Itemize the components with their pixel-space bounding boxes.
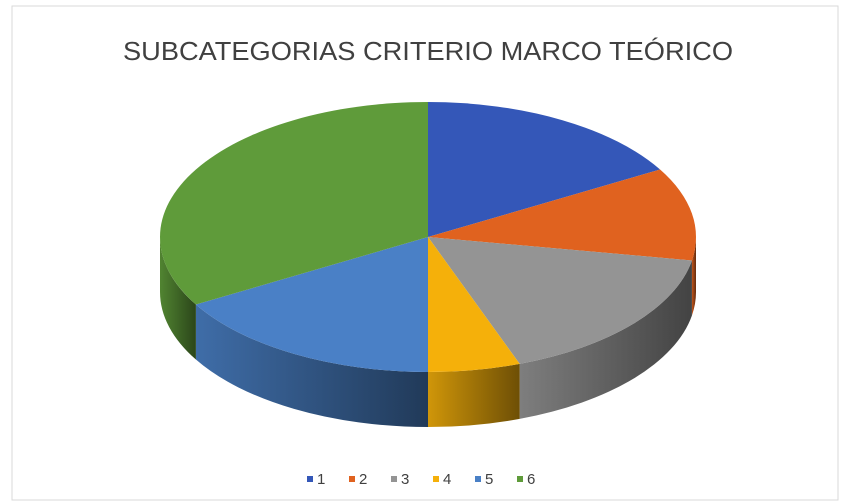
pie-side — [519, 260, 692, 419]
pie-slice — [428, 169, 696, 261]
legend-swatch — [349, 476, 355, 482]
legend-swatch — [433, 476, 439, 482]
pie-side — [160, 237, 196, 360]
pie-slice — [428, 237, 520, 372]
pie-side — [691, 237, 696, 316]
legend-label: 1 — [317, 471, 325, 488]
legend-swatch — [307, 476, 313, 482]
pie-side — [428, 363, 520, 427]
pie-slice — [428, 102, 661, 237]
pie-slice — [195, 237, 428, 372]
legend-label: 3 — [401, 471, 409, 488]
legend-swatch — [391, 476, 397, 482]
legend-label: 5 — [485, 471, 493, 488]
legend-swatch — [475, 476, 481, 482]
legend-swatch — [517, 476, 523, 482]
pie-side — [195, 304, 428, 427]
legend-label: 6 — [527, 471, 535, 488]
pie-slice — [428, 237, 692, 364]
legend-label: 4 — [443, 471, 451, 488]
legend-label: 2 — [359, 471, 367, 488]
chart-title: SUBCATEGORIAS CRITERIO MARCO TEÓRICO — [123, 36, 733, 66]
pie-slice — [159, 102, 428, 305]
